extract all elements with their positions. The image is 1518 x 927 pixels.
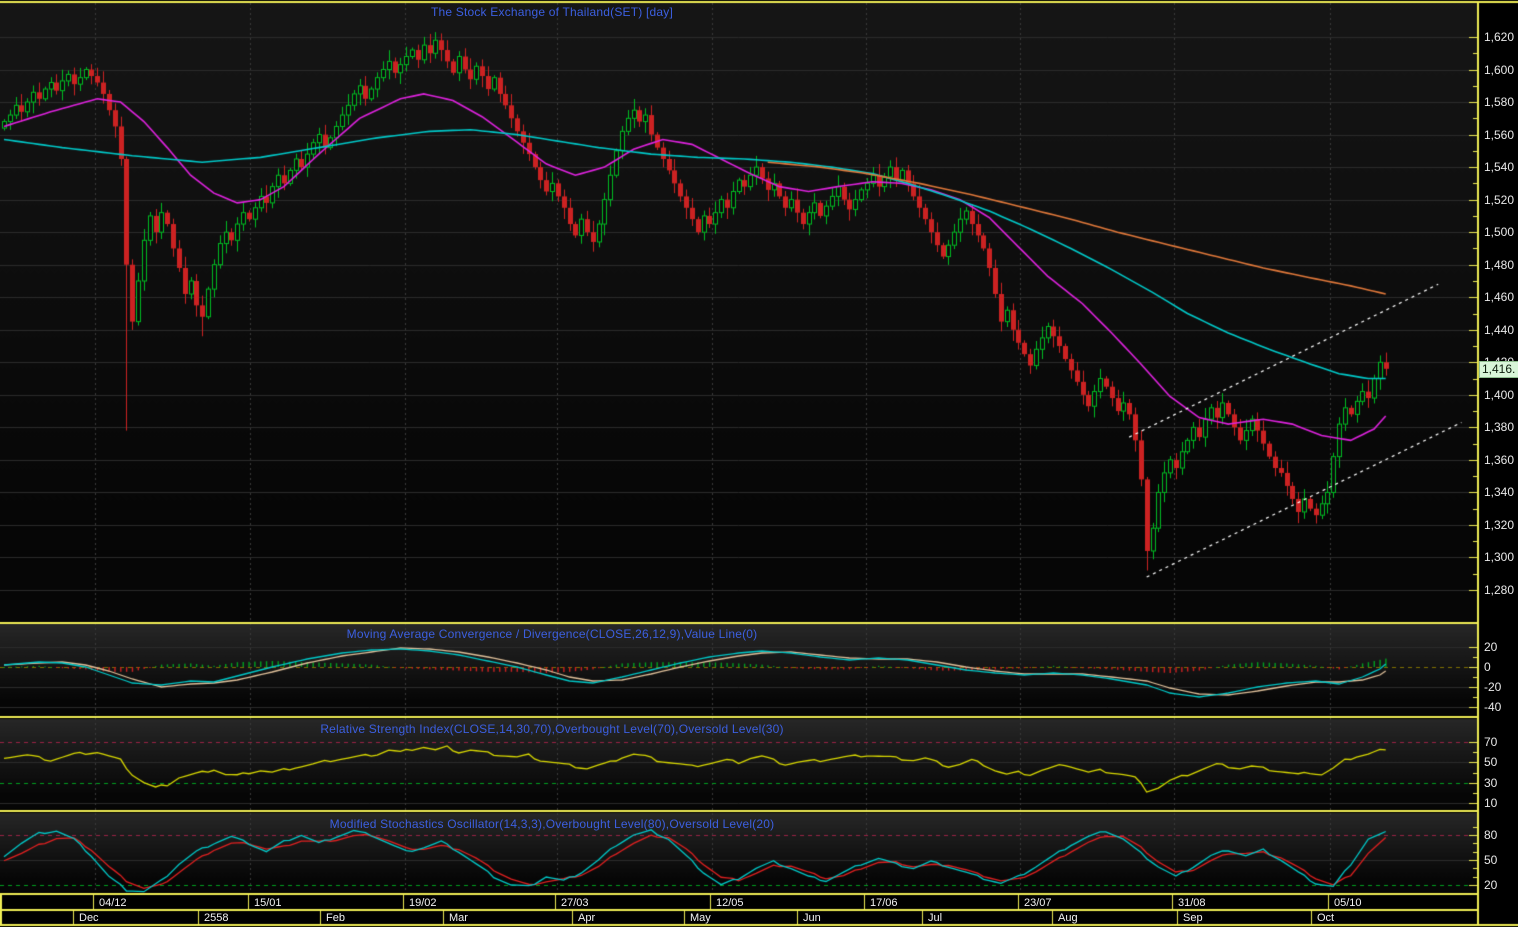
- price-axis-label: 1,440: [1484, 323, 1515, 337]
- price-axis-label: 1,600: [1484, 63, 1515, 77]
- date-tick-label: 04/12: [99, 897, 127, 909]
- month-tick-label: Jun: [803, 912, 821, 924]
- price-axis-label: 1,400: [1484, 388, 1515, 402]
- macd-axis-label: -20: [1484, 680, 1502, 694]
- rsi-axis-label: 50: [1484, 755, 1498, 769]
- macd-axis-label: 0: [1484, 660, 1491, 674]
- date-tick-label: 17/06: [870, 897, 898, 909]
- rsi-axis-label: 30: [1484, 776, 1498, 790]
- price-axis-label: 1,580: [1484, 95, 1515, 109]
- month-tick-label: Mar: [449, 912, 468, 924]
- price-axis-label: 1,320: [1484, 518, 1515, 532]
- date-tick-label: 15/01: [254, 897, 282, 909]
- date-tick-label: 31/08: [1178, 897, 1206, 909]
- price-axis-label: 1,340: [1484, 485, 1515, 499]
- month-tick-label: Apr: [578, 912, 596, 924]
- price-axis-label: 1,540: [1484, 160, 1515, 174]
- month-tick-label: Aug: [1058, 912, 1078, 924]
- rsi-axis-label: 70: [1484, 735, 1498, 749]
- month-tick-label: Dec: [79, 912, 99, 924]
- price-axis-label: 1,460: [1484, 290, 1515, 304]
- month-tick-label: Feb: [326, 912, 345, 924]
- price-axis-label: 1,280: [1484, 583, 1515, 597]
- price-axis-label: 1,300: [1484, 550, 1515, 564]
- price-axis-label: 1,560: [1484, 128, 1515, 142]
- rsi-axis-label: 10: [1484, 796, 1498, 810]
- price-axis-label: 1,500: [1484, 225, 1515, 239]
- price-axis-label: 1,520: [1484, 193, 1515, 207]
- date-tick-label: 23/07: [1024, 897, 1052, 909]
- price-axis-label: 1,480: [1484, 258, 1515, 272]
- stoch-axis-label: 80: [1484, 828, 1498, 842]
- month-tick-label: Jul: [928, 912, 943, 924]
- stoch-axis-label: 20: [1484, 878, 1498, 892]
- price-axis-label: 1,360: [1484, 453, 1515, 467]
- date-tick-label: 19/02: [409, 897, 437, 909]
- price-axis-label: 1,380: [1484, 420, 1515, 434]
- month-tick-label: Oct: [1317, 912, 1335, 924]
- macd-axis-label: -40: [1484, 700, 1502, 714]
- month-tick-label: 2558: [204, 912, 229, 924]
- date-tick-label: 12/05: [716, 897, 744, 909]
- last-price-tag: 1,416.: [1479, 361, 1518, 378]
- price-axis-label: 1,620: [1484, 30, 1515, 44]
- date-tick-label: 27/03: [561, 897, 589, 909]
- stoch-axis-label: 50: [1484, 853, 1498, 867]
- macd-axis-label: 20: [1484, 640, 1498, 654]
- month-tick-label: Sep: [1183, 912, 1203, 924]
- date-tick-label: 05/10: [1334, 897, 1362, 909]
- month-tick-label: May: [690, 912, 711, 924]
